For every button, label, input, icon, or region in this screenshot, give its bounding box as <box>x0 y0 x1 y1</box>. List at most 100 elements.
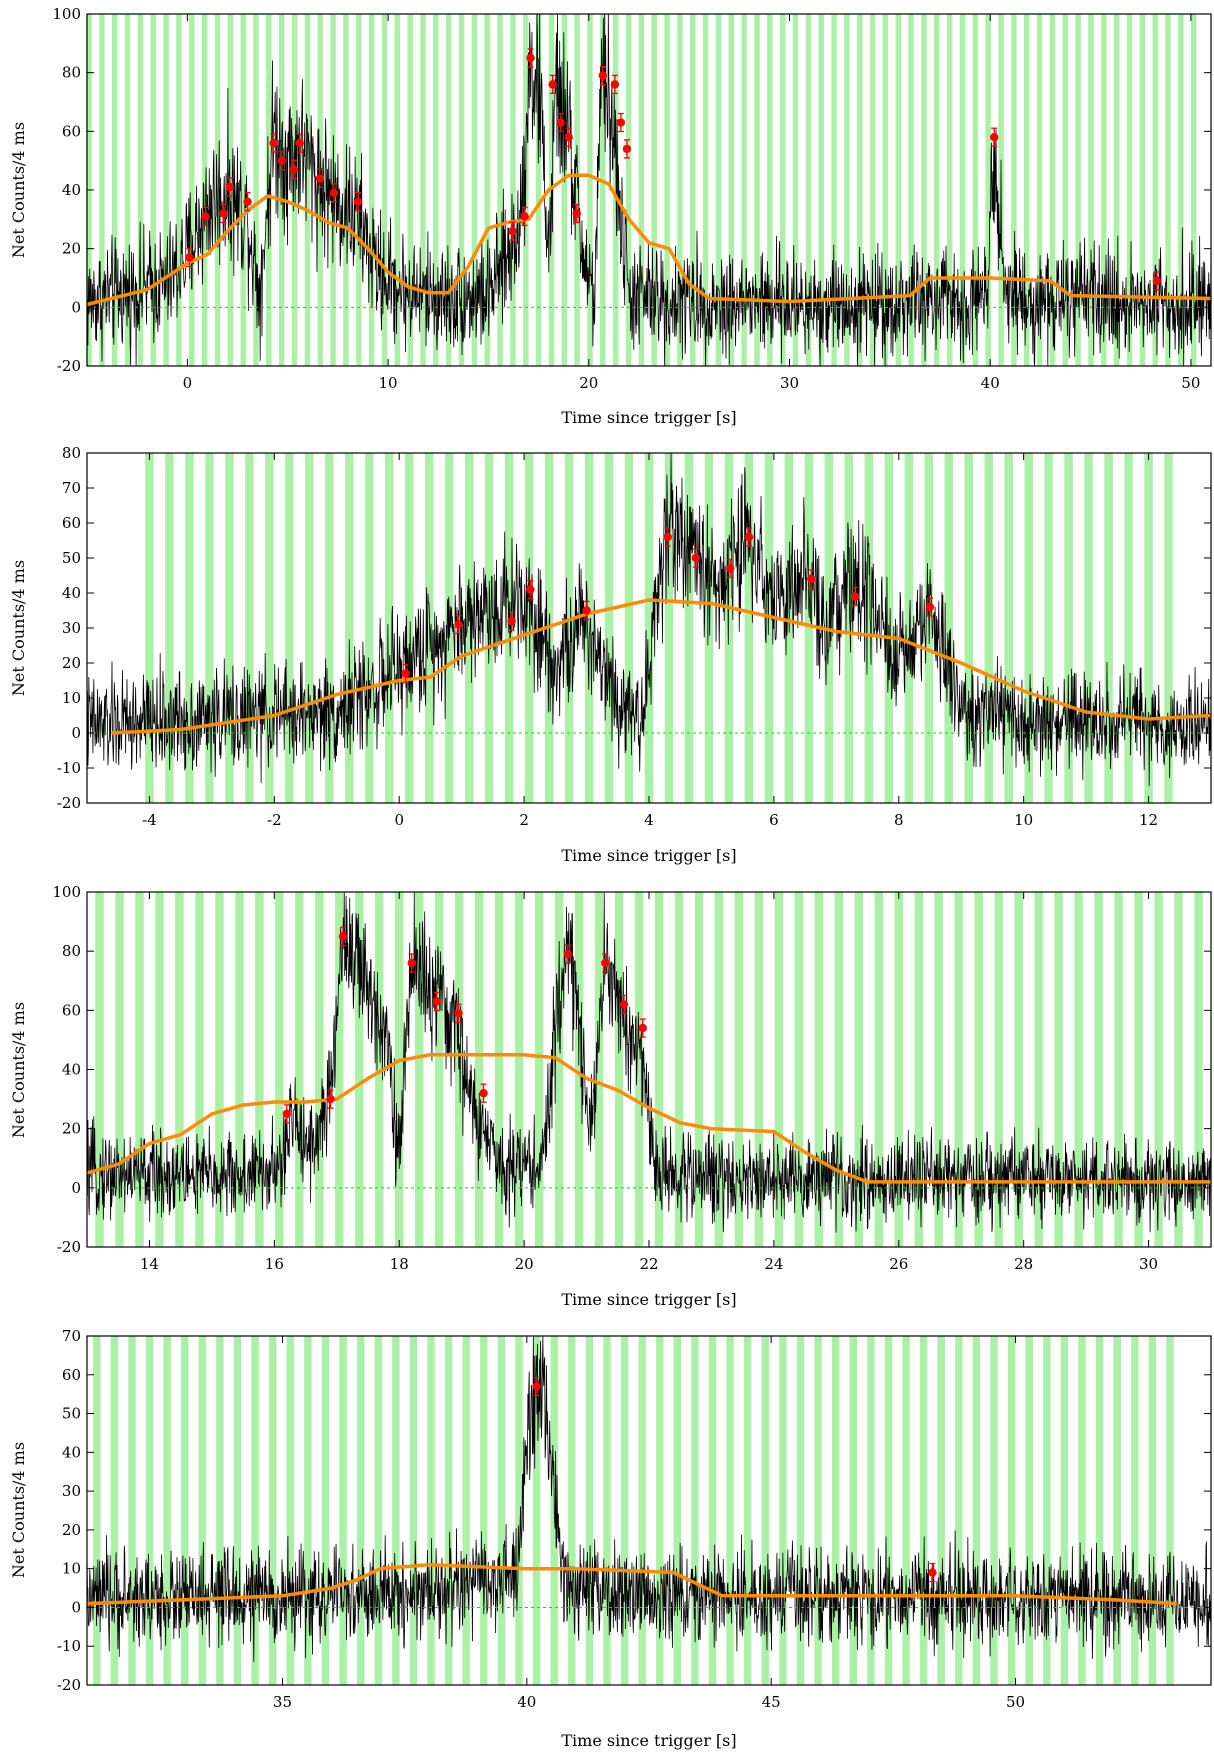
green-band <box>392 1336 400 1685</box>
smoothed-curve <box>86 1563 1177 1606</box>
data-point <box>329 183 339 203</box>
green-band <box>1134 892 1143 1247</box>
y-tick-label: 40 <box>62 1443 81 1461</box>
y-tick-label: -10 <box>57 759 81 777</box>
x-tick-label: 18 <box>390 1255 409 1273</box>
y-tick-label: 0 <box>71 1598 81 1616</box>
x-tick-label: 8 <box>894 811 904 829</box>
green-band <box>656 1336 664 1685</box>
data-point <box>282 1104 292 1124</box>
data-point <box>691 548 701 568</box>
green-band <box>564 453 574 803</box>
data-point <box>507 611 516 631</box>
green-band <box>1114 892 1123 1247</box>
green-band <box>1049 14 1056 366</box>
green-band <box>724 453 734 803</box>
green-band <box>714 892 724 1247</box>
green-band <box>625 14 632 366</box>
data-point <box>548 74 557 95</box>
y-tick-label: 60 <box>62 1366 81 1384</box>
y-tick-label: -10 <box>57 1637 81 1655</box>
data-point <box>610 74 620 95</box>
green-band <box>694 892 704 1247</box>
green-band <box>216 1336 224 1685</box>
data-point <box>563 944 573 964</box>
green-band <box>245 453 254 803</box>
green-band <box>235 892 244 1247</box>
green-band <box>1166 1336 1174 1685</box>
green-band <box>947 14 953 366</box>
y-tick-label: 0 <box>71 724 81 742</box>
green-band <box>365 453 374 803</box>
x-tick-label: -2 <box>267 811 282 829</box>
green-band <box>794 892 804 1247</box>
green-band <box>295 892 304 1247</box>
green-band <box>185 453 194 803</box>
green-band <box>684 453 694 803</box>
green-band <box>385 453 394 803</box>
green-band <box>395 892 404 1247</box>
y-tick-label: 100 <box>52 5 81 23</box>
green-bands <box>93 1336 1174 1685</box>
green-band <box>1139 14 1146 366</box>
y-tick-label: 60 <box>62 514 81 532</box>
green-band <box>634 892 644 1247</box>
x-tick-label: 14 <box>140 1255 159 1273</box>
x-tick-label: 28 <box>1014 1255 1033 1273</box>
green-band <box>792 14 799 366</box>
y-tick-label: -20 <box>57 794 81 812</box>
data-point <box>277 151 286 171</box>
green-band <box>150 14 156 366</box>
green-band <box>163 14 169 366</box>
green-band <box>181 1336 189 1685</box>
green-band <box>761 1336 769 1685</box>
data-point <box>619 994 629 1015</box>
green-band <box>475 892 484 1247</box>
green-band <box>914 892 923 1247</box>
green-band <box>832 1336 840 1685</box>
green-band <box>741 14 747 366</box>
green-band <box>600 14 606 366</box>
y-tick-label: 100 <box>52 883 81 901</box>
green-band <box>480 1336 488 1685</box>
green-band <box>255 892 264 1247</box>
green-band <box>394 14 400 366</box>
green-band <box>728 14 734 366</box>
green-band <box>754 892 764 1247</box>
plot-frame <box>86 1335 1212 1686</box>
green-band <box>356 14 362 366</box>
x-tick-label: 30 <box>780 374 799 392</box>
green-band <box>1025 1336 1033 1685</box>
green-band <box>305 453 314 803</box>
green-band <box>381 14 388 366</box>
green-band <box>137 14 144 366</box>
y-tick-label: -20 <box>57 1676 81 1694</box>
y-tick-label: 60 <box>62 122 81 140</box>
green-band <box>1152 14 1158 366</box>
panel-3: 14 16 18 20 22 24 26 28 30 -20 0 20 40 60 80 100 Time … <box>9 883 1212 1309</box>
green-band <box>269 1336 277 1685</box>
green-band <box>1164 453 1173 803</box>
green-band <box>704 453 714 803</box>
green-band <box>1084 453 1093 803</box>
green-band <box>515 1336 523 1685</box>
data-point <box>850 586 860 607</box>
green-band <box>215 892 224 1247</box>
data-point <box>520 206 529 227</box>
green-band <box>690 14 696 366</box>
green-band <box>937 1336 945 1685</box>
green-band <box>677 14 683 366</box>
green-band <box>253 14 259 366</box>
green-band <box>574 14 580 366</box>
green-band <box>638 1336 646 1685</box>
panel-4: 35 40 45 50 -20 -10 0 10 20 30 40 50 60 70 Time sinc… <box>9 1327 1212 1750</box>
light-curve-trace <box>86 452 1212 786</box>
green-band <box>1178 14 1184 366</box>
data-point <box>326 1089 335 1109</box>
green-band <box>534 892 544 1247</box>
green-band <box>804 453 814 803</box>
green-band <box>1074 892 1083 1247</box>
green-band <box>654 892 664 1247</box>
ticks <box>87 1335 1211 1686</box>
green-band <box>673 1336 681 1685</box>
